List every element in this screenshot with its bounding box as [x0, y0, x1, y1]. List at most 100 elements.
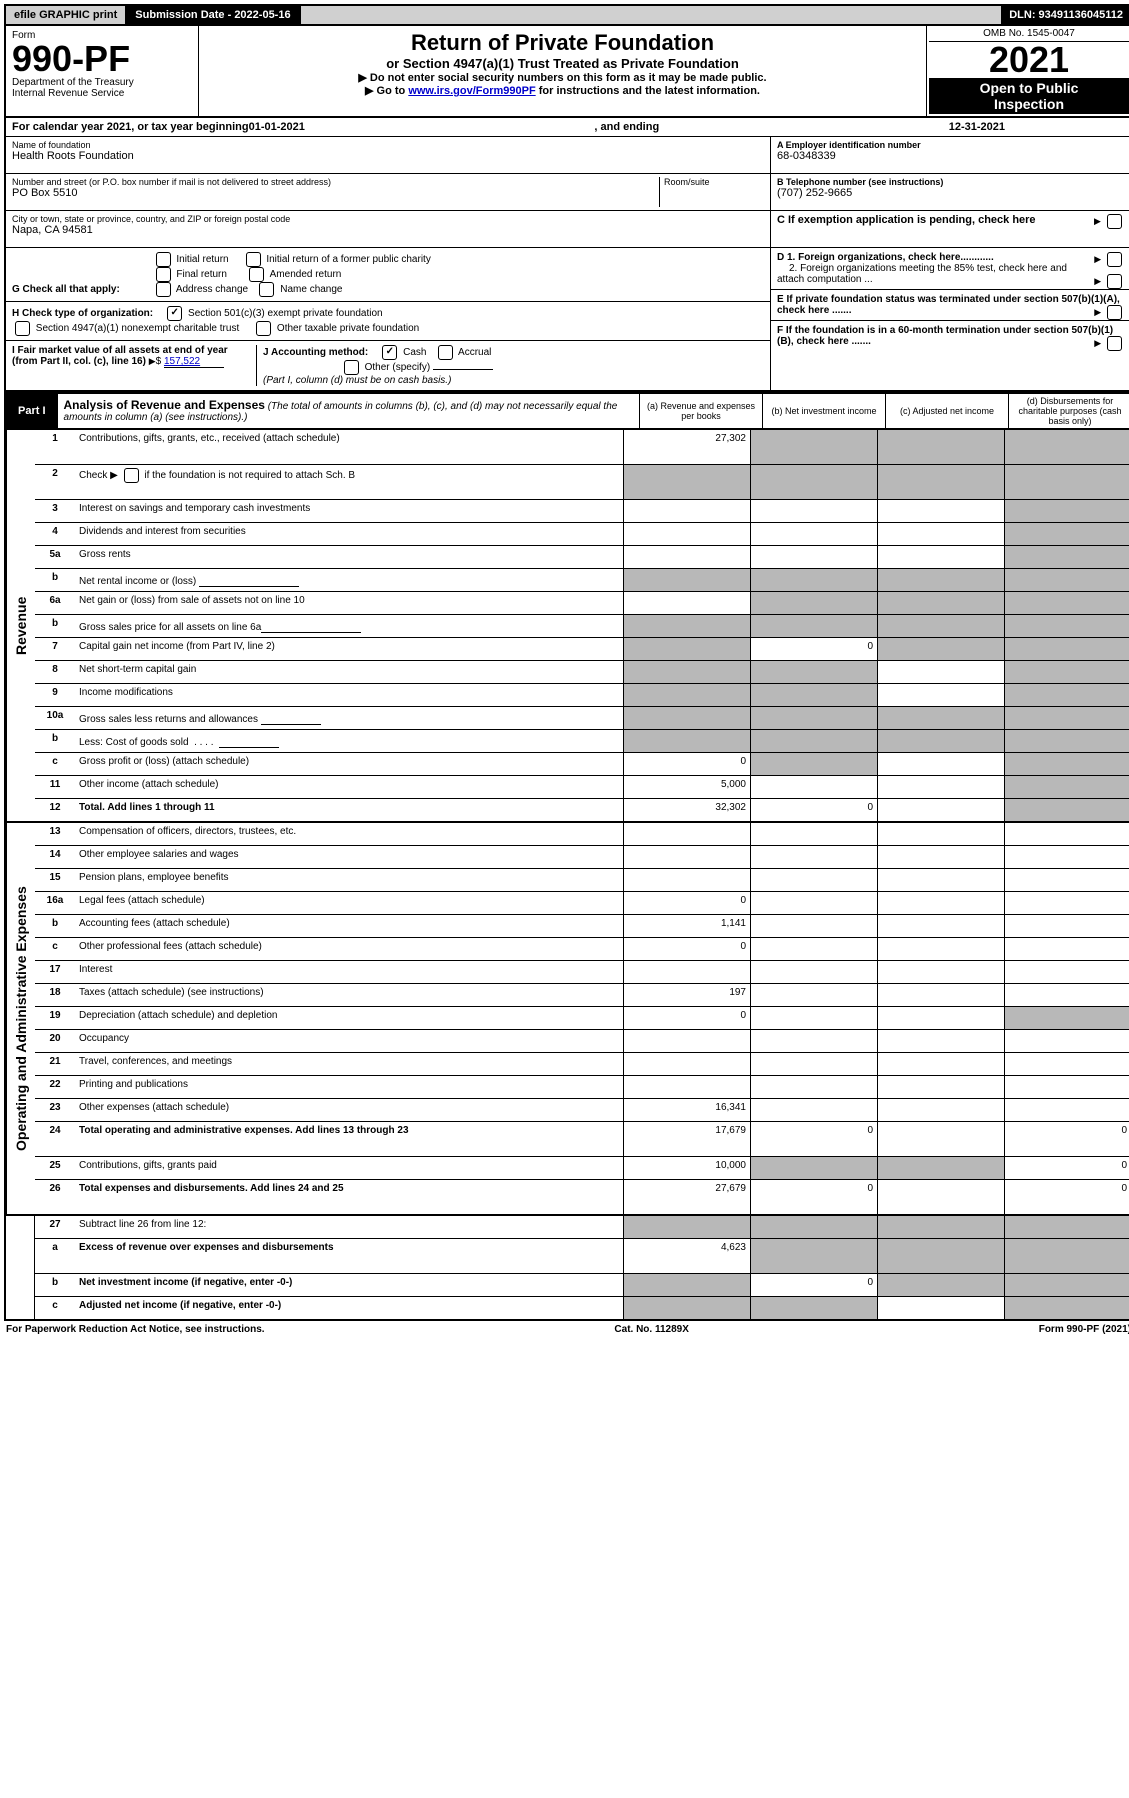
- line-24: 24 Total operating and administrative ex…: [35, 1122, 1129, 1157]
- grp-left: G Check all that apply: Initial return I…: [6, 248, 771, 390]
- form-subtitle: or Section 4947(a)(1) Trust Treated as P…: [203, 56, 922, 71]
- header-right: OMB No. 1545-0047 2021 Open to Public In…: [927, 26, 1129, 116]
- g-name-checkbox[interactable]: [259, 282, 274, 297]
- line-27: 27 Subtract line 26 from line 12:: [35, 1216, 1129, 1239]
- line-6b: b Gross sales price for all assets on li…: [35, 615, 1129, 638]
- city-label: City or town, state or province, country…: [12, 214, 764, 224]
- arrow-icon: [149, 356, 156, 367]
- line-4: 4 Dividends and interest from securities: [35, 523, 1129, 546]
- l5b-input[interactable]: [199, 572, 299, 587]
- arrow-icon: [1094, 338, 1101, 349]
- h-nonexempt: Section 4947(a)(1) nonexempt charitable …: [36, 323, 239, 334]
- d2-label: 2. Foreign organizations meeting the 85%…: [777, 263, 1067, 285]
- line-13: 13 Compensation of officers, directors, …: [35, 823, 1129, 846]
- expenses-table: Operating and Administrative Expenses 13…: [4, 823, 1129, 1216]
- line-23: 23 Other expenses (attach schedule) 16,3…: [35, 1099, 1129, 1122]
- j-cash-checkbox[interactable]: ✓: [382, 345, 397, 360]
- cal-prefix: For calendar year 2021, or tax year begi…: [12, 121, 249, 133]
- j-accrual-checkbox[interactable]: [438, 345, 453, 360]
- form-link[interactable]: www.irs.gov/Form990PF: [408, 85, 535, 97]
- expenses-rows: 13 Compensation of officers, directors, …: [35, 823, 1129, 1214]
- ein-row: A Employer identification number 68-0348…: [771, 137, 1129, 174]
- revenue-table: Revenue 1 Contributions, gifts, grants, …: [4, 430, 1129, 823]
- line-16c: c Other professional fees (attach schedu…: [35, 938, 1129, 961]
- l2-prefix: Check ▶: [79, 470, 118, 481]
- f-checkbox[interactable]: [1107, 336, 1122, 351]
- line-16b: b Accounting fees (attach schedule) 1,14…: [35, 915, 1129, 938]
- foundation-name: Health Roots Foundation: [12, 150, 764, 162]
- g-label: G Check all that apply:: [12, 284, 120, 295]
- dept-line1: Department of the Treasury: [12, 77, 192, 88]
- l2-checkbox[interactable]: [124, 468, 139, 483]
- ein-label: A Employer identification number: [777, 140, 1125, 150]
- line-17: 17 Interest: [35, 961, 1129, 984]
- line-21: 21 Travel, conferences, and meetings: [35, 1053, 1129, 1076]
- col-a-header: (a) Revenue and expenses per books: [640, 394, 763, 428]
- line-12: 12 Total. Add lines 1 through 11 32,3020: [35, 799, 1129, 821]
- l10a-input[interactable]: [261, 710, 321, 725]
- line-20: 20 Occupancy: [35, 1030, 1129, 1053]
- line-10c: c Gross profit or (loss) (attach schedul…: [35, 753, 1129, 776]
- h-nonexempt-checkbox[interactable]: [15, 321, 30, 336]
- d1-row: D 1. Foreign organizations, check here..…: [771, 248, 1129, 290]
- ein-value: 68-0348339: [777, 150, 1125, 162]
- expenses-vert-label: Operating and Administrative Expenses: [6, 823, 35, 1214]
- arrow-icon: [1094, 276, 1101, 287]
- g-addr: Address change: [176, 284, 248, 295]
- line-26: 26 Total expenses and disbursements. Add…: [35, 1180, 1129, 1214]
- part1-header: Part I Analysis of Revenue and Expenses …: [4, 392, 1129, 430]
- d2-checkbox[interactable]: [1107, 274, 1122, 289]
- name-left: Name of foundation Health Roots Foundati…: [6, 137, 771, 247]
- form-title: Return of Private Foundation: [203, 30, 922, 56]
- h-other-checkbox[interactable]: [256, 321, 271, 336]
- g-initial-checkbox[interactable]: [156, 252, 171, 267]
- line-27a: a Excess of revenue over expenses and di…: [35, 1239, 1129, 1274]
- part1-label: Part I: [6, 394, 58, 428]
- dln-label: DLN: 93491136045112: [1001, 6, 1129, 24]
- j-accrual: Accrual: [458, 347, 491, 358]
- g-row: G Check all that apply: Initial return I…: [6, 248, 770, 302]
- phone-label: B Telephone number (see instructions): [777, 177, 1125, 187]
- g-addr-checkbox[interactable]: [156, 282, 171, 297]
- footer-center: Cat. No. 11289X: [614, 1324, 688, 1335]
- j-other-checkbox[interactable]: [344, 360, 359, 375]
- instr-2: ▶ Go to www.irs.gov/Form990PF for instru…: [203, 84, 922, 97]
- phone-value: (707) 252-9665: [777, 187, 1125, 199]
- j-note: (Part I, column (d) must be on cash basi…: [263, 375, 451, 386]
- line-2: 2 Check ▶ if the foundation is not requi…: [35, 465, 1129, 500]
- e-checkbox[interactable]: [1107, 305, 1122, 320]
- c-checkbox[interactable]: [1107, 214, 1122, 229]
- line-7: 7 Capital gain net income (from Part IV,…: [35, 638, 1129, 661]
- d1-checkbox[interactable]: [1107, 252, 1122, 267]
- instr2-prefix: ▶ Go to: [365, 85, 408, 97]
- h-c3: Section 501(c)(3) exempt private foundat…: [188, 308, 383, 319]
- col-c-header: (c) Adjusted net income: [886, 394, 1009, 428]
- line-10b: b Less: Cost of goods sold . . . .: [35, 730, 1129, 753]
- g-initial-former-checkbox[interactable]: [246, 252, 261, 267]
- g-final-checkbox[interactable]: [156, 267, 171, 282]
- topbar-spacer: [301, 6, 1002, 24]
- col-d-header: (d) Disbursements for charitable purpose…: [1009, 394, 1129, 428]
- l6b-input[interactable]: [261, 618, 361, 633]
- h-label: H Check type of organization:: [12, 308, 153, 319]
- ein-right: A Employer identification number 68-0348…: [771, 137, 1129, 247]
- line-25: 25 Contributions, gifts, grants paid 10,…: [35, 1157, 1129, 1180]
- line-5b: b Net rental income or (loss): [35, 569, 1129, 592]
- phone-row: B Telephone number (see instructions) (7…: [771, 174, 1129, 211]
- g-final: Final return: [176, 269, 227, 280]
- footer-right: Form 990-PF (2021): [1039, 1324, 1129, 1335]
- l10b-input[interactable]: [219, 733, 279, 748]
- revenue-rows: 1 Contributions, gifts, grants, etc., re…: [35, 430, 1129, 821]
- addr-label: Number and street (or P.O. box number if…: [12, 177, 655, 187]
- instr2-suffix: for instructions and the latest informat…: [536, 85, 760, 97]
- line-3: 3 Interest on savings and temporary cash…: [35, 500, 1129, 523]
- g-amended: Amended return: [270, 269, 342, 280]
- arrow-icon: [1094, 254, 1101, 265]
- h-row: H Check type of organization: ✓ Section …: [6, 302, 770, 341]
- line-5a: 5a Gross rents: [35, 546, 1129, 569]
- i-value-link[interactable]: 157,522: [164, 356, 224, 368]
- foundation-name-row: Name of foundation Health Roots Foundati…: [6, 137, 770, 174]
- h-c3-checkbox[interactable]: ✓: [167, 306, 182, 321]
- g-amended-checkbox[interactable]: [249, 267, 264, 282]
- line-1: 1 Contributions, gifts, grants, etc., re…: [35, 430, 1129, 465]
